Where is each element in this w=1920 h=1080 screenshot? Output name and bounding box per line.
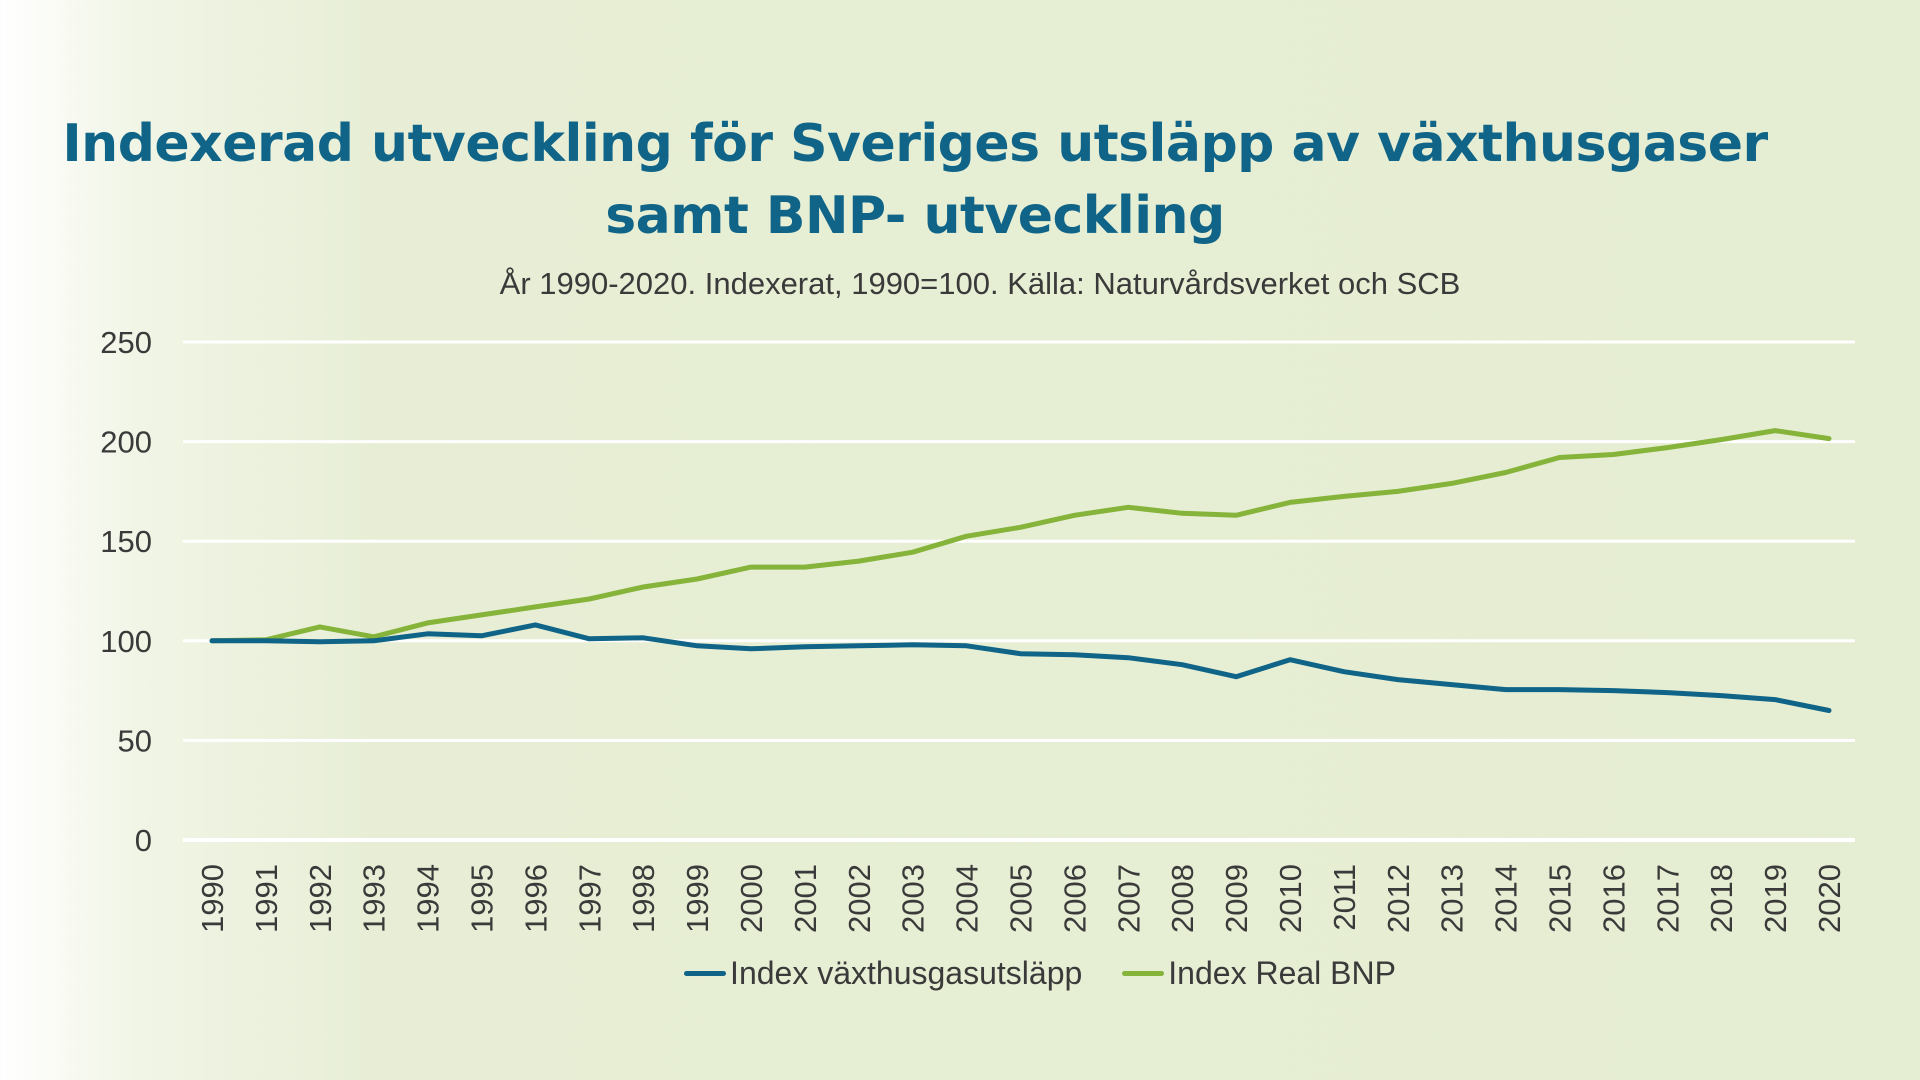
x-tick-label: 2002 (842, 864, 877, 933)
x-tick-label: 2008 (1165, 864, 1200, 933)
x-tick-label: 2006 (1057, 864, 1092, 933)
legend-label-emissions: Index växthusgasutsläpp (730, 955, 1083, 991)
x-tick-label: 2018 (1704, 864, 1739, 933)
x-tick-label: 2019 (1758, 864, 1793, 933)
y-tick-label: 50 (118, 723, 152, 758)
x-tick-label: 2016 (1596, 864, 1631, 933)
x-tick-label: 1993 (357, 864, 392, 933)
y-tick-label: 150 (100, 524, 152, 559)
legend-item-emissions: Index växthusgasutsläpp (684, 955, 1082, 992)
x-axis-tick-labels: 1990 1991 1992 1993 1994 1995 1996 1997 1998 1999… (195, 864, 1847, 933)
x-tick-label: 2017 (1650, 864, 1685, 933)
x-tick-label: 2000 (734, 864, 769, 933)
x-tick-label: 2011 (1327, 864, 1362, 931)
x-tick-label: 2004 (950, 864, 985, 933)
x-tick-label: 1996 (518, 864, 553, 933)
x-tick-label: 1999 (680, 864, 715, 933)
y-axis-tick-labels: 0 50 100 150 200 250 (100, 325, 152, 858)
legend-swatch-emissions (684, 971, 727, 976)
y-tick-label: 200 (100, 425, 152, 460)
x-tick-label: 2007 (1111, 864, 1146, 933)
chart-title-line2: samt BNP- utveckling (605, 186, 1225, 246)
y-tick-label: 0 (135, 823, 152, 858)
x-tick-label: 2020 (1812, 864, 1847, 933)
x-tick-label: 2015 (1543, 864, 1578, 933)
x-tick-label: 2005 (1004, 864, 1039, 933)
x-tick-label: 1998 (626, 864, 661, 933)
x-tick-label: 1991 (249, 864, 284, 933)
x-tick-label: 1995 (465, 864, 500, 933)
chart-title-line1: Indexerad utveckling för Sveriges utsläp… (62, 114, 1768, 174)
legend-label-gdp: Index Real BNP (1168, 955, 1396, 991)
x-tick-label: 1992 (303, 864, 338, 933)
legend-item-gdp: Index Real BNP (1122, 955, 1396, 992)
x-tick-label: 2009 (1219, 864, 1254, 933)
legend-swatch-gdp (1122, 971, 1165, 976)
legend: Index växthusgasutsläpp Index Real BNP (0, 955, 1920, 992)
x-tick-label: 1994 (411, 864, 446, 933)
series-line-gdp (209, 428, 1832, 644)
y-tick-label: 100 (100, 624, 152, 659)
x-tick-label: 1997 (572, 864, 607, 933)
x-tick-label: 2003 (896, 864, 931, 933)
x-tick-label: 2010 (1273, 864, 1308, 933)
series-line-emissions (209, 622, 1832, 713)
x-tick-label: 2001 (788, 864, 823, 933)
gridlines (183, 340, 1855, 842)
x-tick-label: 2013 (1435, 864, 1470, 933)
x-tick-label: 2014 (1489, 864, 1524, 933)
x-tick-label: 1990 (195, 864, 230, 933)
series-lines (209, 428, 1832, 713)
chart-subtitle: År 1990-2020. Indexerat, 1990=100. Källa… (499, 266, 1461, 301)
chart-title: Indexerad utveckling för Sveriges utsläp… (0, 108, 1830, 252)
y-tick-label: 250 (100, 325, 152, 360)
x-tick-label: 2012 (1381, 864, 1416, 933)
